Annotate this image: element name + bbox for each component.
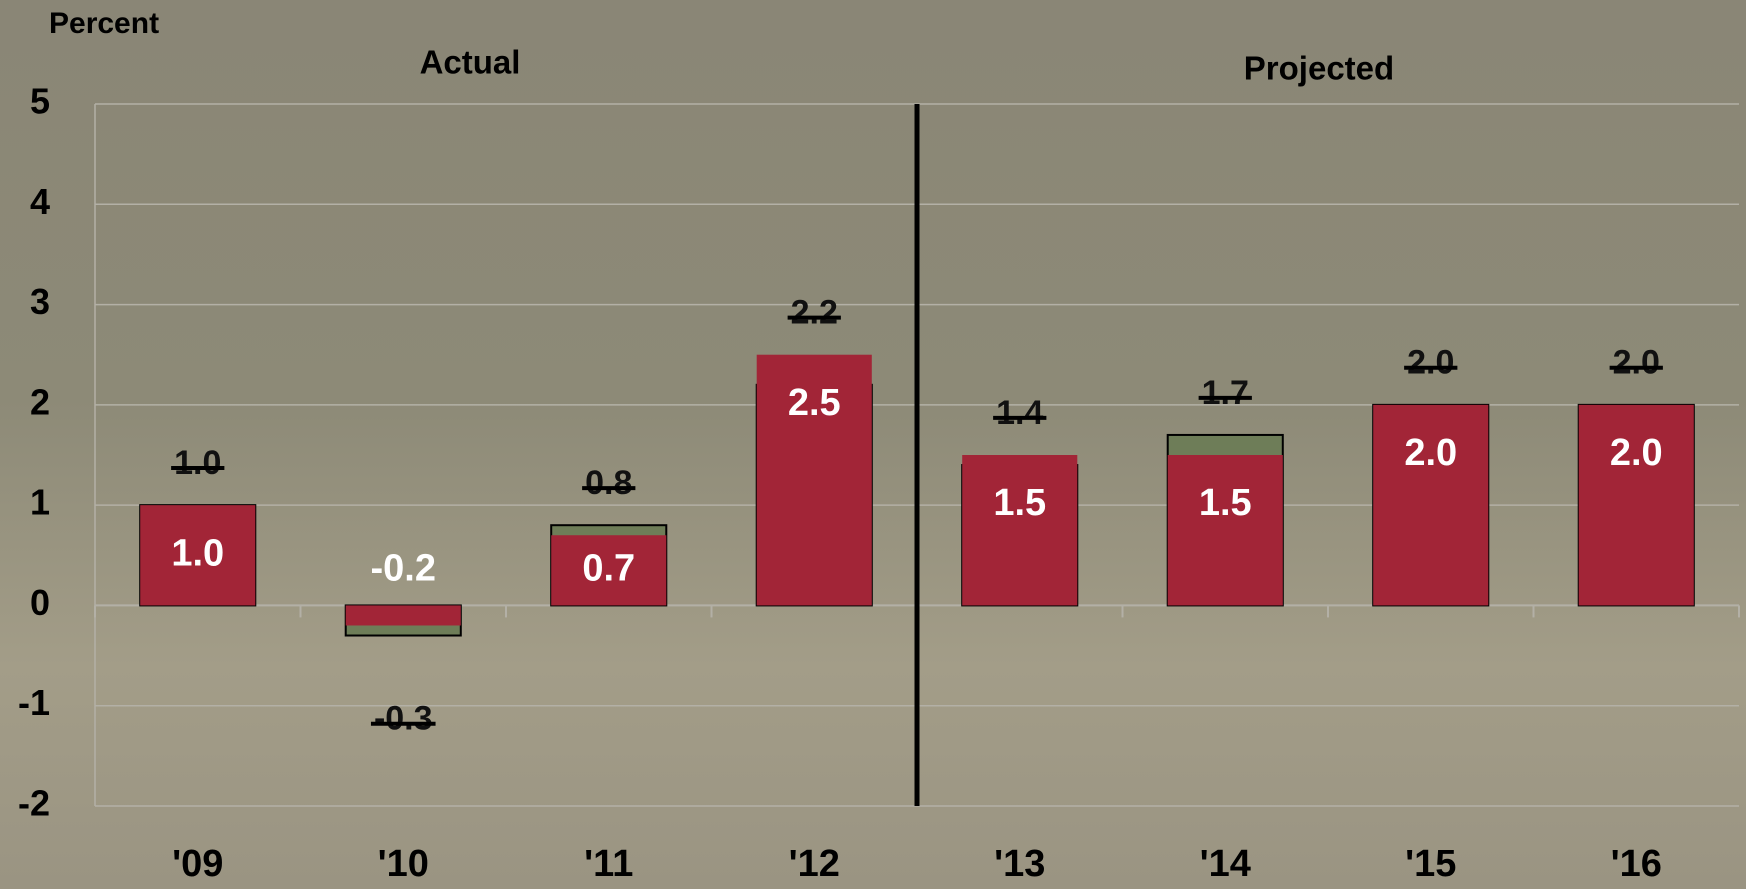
old-data-label: 2.0 (1407, 344, 1454, 382)
old-data-label: -0.3 (374, 700, 433, 738)
x-tick-label: '16 (1611, 843, 1662, 885)
data-label: 1.5 (993, 482, 1046, 524)
data-label: -0.2 (371, 547, 436, 589)
bar (756, 354, 872, 606)
x-tick-label: '09 (172, 843, 223, 885)
bar (140, 505, 256, 606)
x-tick-label: '14 (1200, 843, 1251, 885)
bar (1373, 404, 1489, 606)
data-label: 1.0 (171, 532, 224, 574)
x-tick-label: '10 (378, 843, 429, 885)
y-tick-label: -2 (18, 783, 50, 824)
bar (962, 455, 1078, 606)
old-data-label: 1.7 (1202, 374, 1249, 412)
bar (551, 535, 667, 606)
annotation: Actual (420, 44, 521, 81)
x-tick-label: '13 (994, 843, 1045, 885)
y-tick-label: 4 (30, 181, 50, 222)
bar (345, 605, 461, 626)
y-tick-label: 2 (30, 381, 50, 422)
y-axis-label: Percent (49, 7, 159, 40)
y-tick-label: 5 (30, 81, 50, 122)
old-data-label: 2.2 (791, 294, 838, 332)
x-tick-label: '15 (1405, 843, 1456, 885)
data-label: 0.7 (582, 547, 635, 589)
old-data-label: 1.0 (174, 444, 221, 482)
data-label: 2.5 (788, 382, 841, 424)
data-label: 1.5 (1199, 482, 1252, 524)
bar (1578, 404, 1694, 606)
y-tick-label: 0 (30, 582, 50, 623)
annotation: Projected (1244, 50, 1394, 87)
x-tick-label: '11 (584, 843, 633, 885)
old-data-label: 2.0 (1613, 344, 1660, 382)
old-data-label: 1.4 (996, 394, 1043, 432)
data-label: 2.0 (1404, 432, 1457, 474)
data-label: 2.0 (1610, 432, 1663, 474)
bar (1167, 455, 1283, 606)
old-data-label: 0.8 (585, 464, 632, 502)
x-tick-label: '12 (789, 843, 840, 885)
y-tick-label: -1 (18, 682, 50, 723)
y-tick-label: 3 (30, 281, 50, 322)
y-tick-label: 1 (30, 482, 50, 523)
